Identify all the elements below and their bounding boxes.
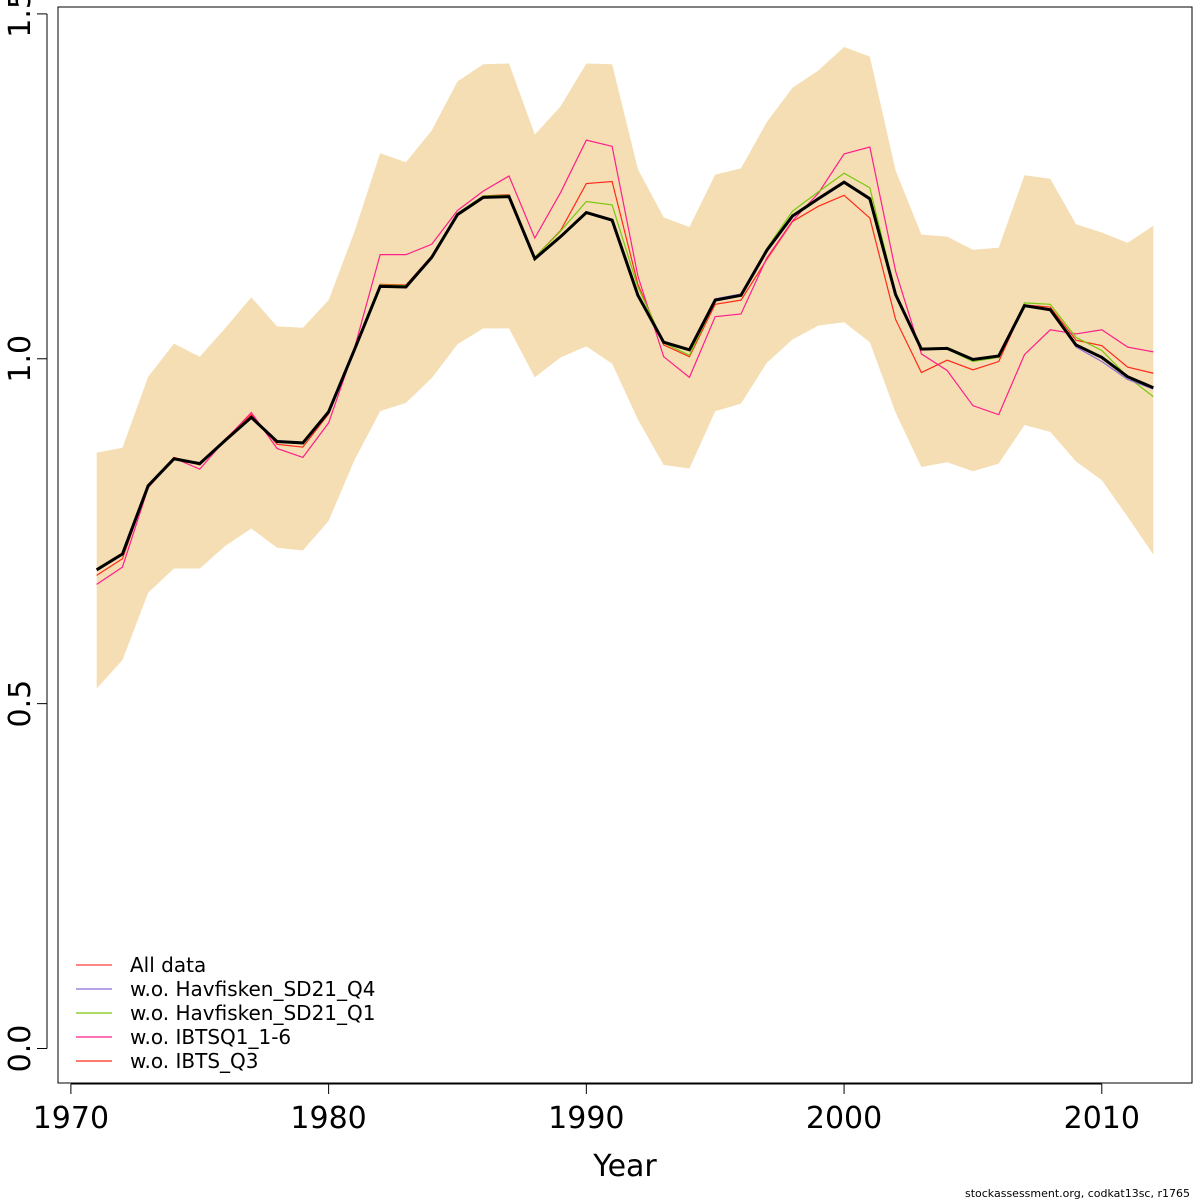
credit-text: stockassessment.org, codkat13sc, r1765 xyxy=(965,1187,1190,1200)
confidence-band-area xyxy=(96,47,1154,689)
legend-label: w.o. IBTSQ1_1-6 xyxy=(130,1025,291,1049)
y-tick-label: 0.5 xyxy=(3,680,38,728)
main-series xyxy=(95,180,1154,572)
x-tick-label: 1970 xyxy=(33,1101,109,1136)
legend-label: All data xyxy=(130,953,206,977)
x-axis: 1970 1980 1990 2000 2010 xyxy=(33,1083,1140,1136)
legend-label: w.o. Havfisken_SD21_Q4 xyxy=(130,977,376,1001)
legend-label: w.o. IBTS_Q3 xyxy=(130,1049,258,1073)
confidence-band xyxy=(96,47,1154,689)
x-tick-label: 1990 xyxy=(548,1101,624,1136)
legend-label: w.o. Havfisken_SD21_Q1 xyxy=(130,1001,376,1025)
x-tick-label: 1980 xyxy=(290,1101,366,1136)
main-series-line xyxy=(95,180,1154,572)
x-tick-label: 2010 xyxy=(1064,1101,1140,1136)
x-tick-label: 2000 xyxy=(806,1101,882,1136)
x-axis-title: Year xyxy=(592,1149,657,1184)
y-tick-label: 0.0 xyxy=(3,1025,38,1073)
y-tick-label: 1.0 xyxy=(3,335,38,383)
y-axis: 0.0 0.5 1.0 1.5 xyxy=(3,0,48,1073)
plot-frame xyxy=(57,6,1193,1084)
y-tick-label: 1.5 xyxy=(3,0,38,38)
series-line-w-o-ibtsq1-1-6 xyxy=(96,139,1154,585)
